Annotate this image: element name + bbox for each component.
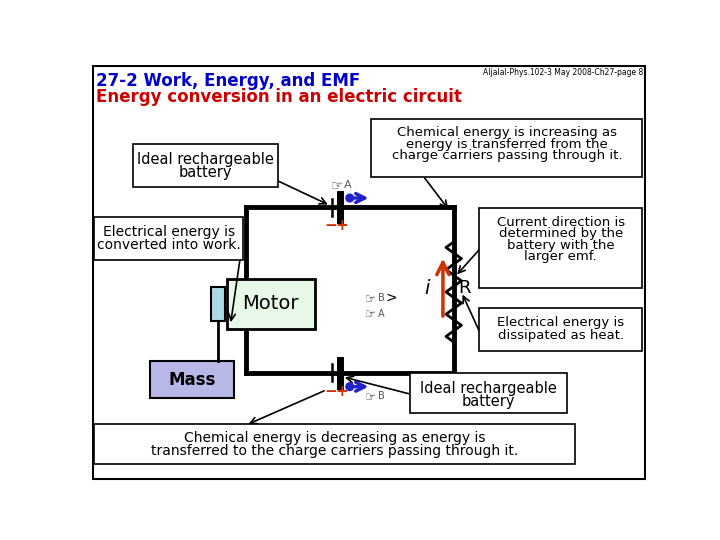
Text: +: + (335, 218, 348, 233)
Text: ☞: ☞ (365, 293, 376, 306)
FancyBboxPatch shape (372, 119, 642, 177)
Text: −: − (324, 383, 337, 399)
Text: ☞: ☞ (365, 391, 376, 404)
Circle shape (346, 383, 354, 390)
Text: ☞: ☞ (330, 179, 343, 193)
Text: i: i (424, 279, 429, 298)
Text: +: + (335, 383, 348, 399)
Text: energy is transferred from the: energy is transferred from the (406, 138, 608, 151)
Text: A: A (343, 180, 351, 190)
FancyBboxPatch shape (227, 279, 315, 329)
Text: Motor: Motor (243, 294, 299, 313)
Text: Current direction is: Current direction is (497, 215, 625, 229)
Text: −: − (324, 218, 337, 233)
FancyBboxPatch shape (479, 208, 642, 288)
Text: Electrical energy is: Electrical energy is (498, 316, 624, 329)
Text: battery with the: battery with the (507, 239, 615, 252)
Text: Chemical energy is increasing as: Chemical energy is increasing as (397, 126, 617, 139)
Text: 27-2 Work, Energy, and EMF: 27-2 Work, Energy, and EMF (96, 72, 361, 91)
Text: larger emf.: larger emf. (524, 251, 597, 264)
FancyBboxPatch shape (94, 423, 575, 464)
Text: Energy conversion in an electric circuit: Energy conversion in an electric circuit (96, 88, 462, 106)
FancyBboxPatch shape (150, 361, 234, 398)
Text: Electrical energy is: Electrical energy is (103, 225, 235, 239)
Text: converted into work.: converted into work. (97, 238, 240, 252)
Text: charge carriers passing through it.: charge carriers passing through it. (392, 150, 622, 163)
FancyBboxPatch shape (94, 217, 243, 260)
FancyBboxPatch shape (132, 144, 278, 187)
Text: Ideal rechargeable: Ideal rechargeable (137, 152, 274, 167)
Text: Mass: Mass (168, 371, 215, 389)
Text: Chemical energy is decreasing as energy is: Chemical energy is decreasing as energy … (184, 431, 485, 446)
Text: determined by the: determined by the (499, 227, 623, 240)
Text: transferred to the charge carriers passing through it.: transferred to the charge carriers passi… (150, 444, 518, 458)
Text: Aljalal-Phys.102-3 May 2008-Ch27-page 8: Aljalal-Phys.102-3 May 2008-Ch27-page 8 (483, 68, 643, 77)
Circle shape (346, 194, 354, 202)
Text: battery: battery (462, 394, 515, 409)
Text: battery: battery (179, 165, 232, 180)
Text: B: B (378, 391, 385, 401)
Text: ☞: ☞ (365, 308, 376, 321)
FancyBboxPatch shape (479, 308, 642, 351)
Text: B: B (378, 293, 385, 303)
Bar (211, 287, 225, 321)
Text: A: A (378, 308, 385, 319)
Text: R: R (459, 279, 471, 297)
FancyBboxPatch shape (410, 373, 567, 413)
Text: Ideal rechargeable: Ideal rechargeable (420, 381, 557, 395)
Text: >: > (386, 291, 397, 305)
Text: dissipated as heat.: dissipated as heat. (498, 329, 624, 342)
